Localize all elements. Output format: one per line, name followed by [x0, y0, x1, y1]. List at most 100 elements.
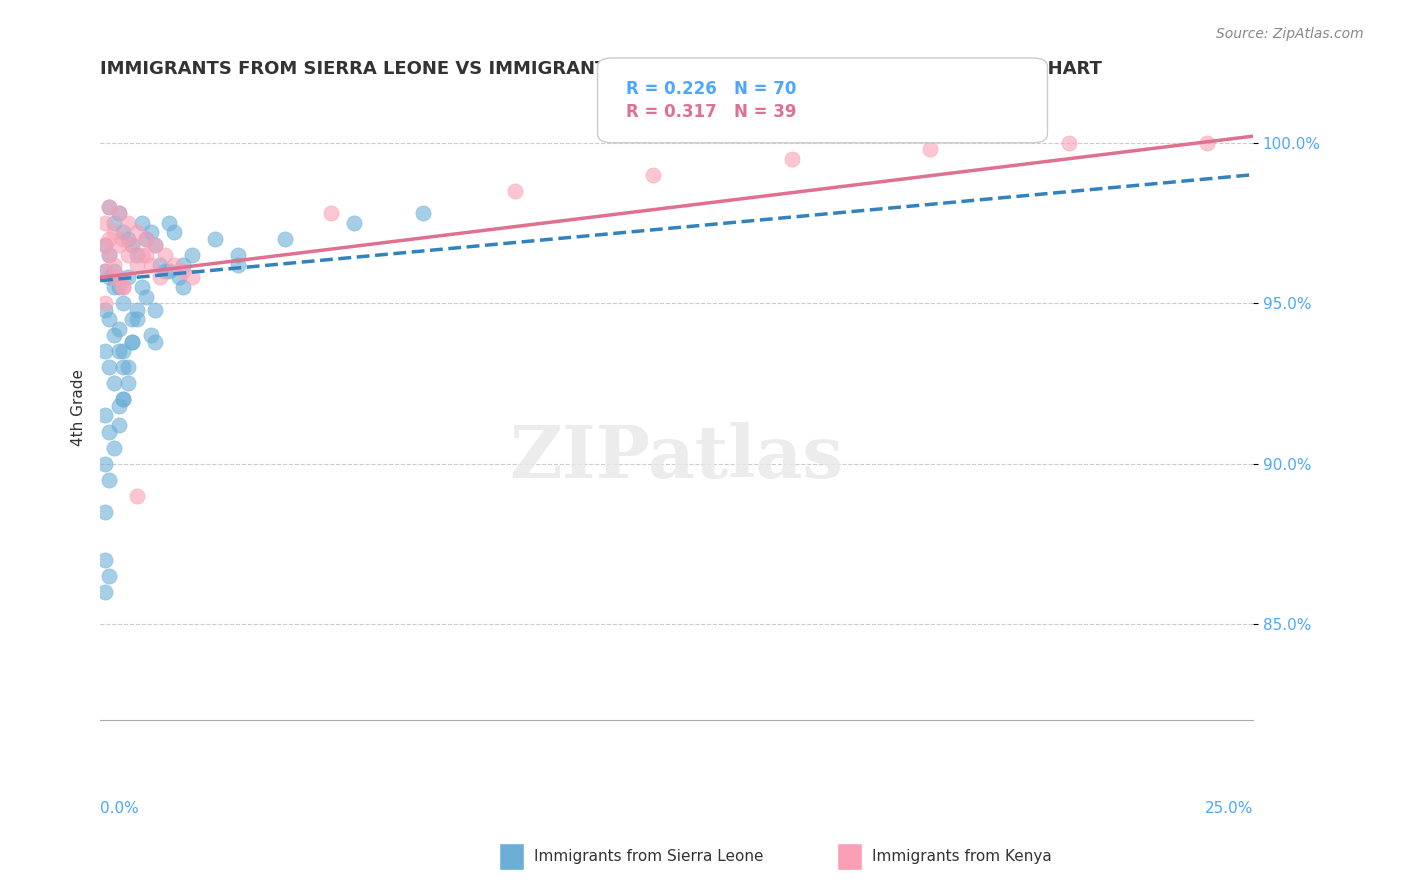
Text: R = 0.317   N = 39: R = 0.317 N = 39: [626, 103, 796, 120]
Point: [112, 296, 135, 310]
Point: [135, 232, 157, 246]
Point: [107, 322, 129, 336]
Point: [93, 553, 115, 567]
Point: [139, 328, 162, 343]
Point: [107, 418, 129, 433]
Point: [93, 585, 115, 599]
Point: [103, 441, 125, 455]
Point: [98, 200, 121, 214]
Point: [103, 264, 125, 278]
Point: [145, 238, 167, 252]
Point: [157, 264, 180, 278]
Point: [153, 248, 176, 262]
Point: [112, 280, 135, 294]
Point: [163, 258, 186, 272]
Point: [112, 280, 135, 294]
Point: [107, 206, 129, 220]
Point: [98, 270, 121, 285]
Point: [121, 334, 143, 349]
Point: [103, 280, 125, 294]
Point: [319, 206, 342, 220]
Point: [98, 232, 121, 246]
Bar: [605, 61, 630, 87]
Point: [125, 258, 148, 272]
Point: [117, 216, 139, 230]
Point: [107, 270, 129, 285]
Point: [172, 264, 194, 278]
Point: [112, 232, 135, 246]
Point: [228, 258, 250, 272]
Bar: [499, 843, 524, 870]
Text: 0.0%: 0.0%: [100, 801, 139, 815]
Text: Immigrants from Kenya: Immigrants from Kenya: [872, 849, 1052, 863]
Point: [172, 280, 194, 294]
Point: [103, 216, 125, 230]
Point: [112, 392, 135, 407]
Y-axis label: 4th Grade: 4th Grade: [72, 369, 86, 446]
Point: [117, 232, 139, 246]
Point: [93, 238, 115, 252]
Point: [98, 248, 121, 262]
Point: [920, 142, 942, 156]
Point: [93, 296, 115, 310]
Point: [135, 248, 157, 262]
Point: [503, 184, 526, 198]
Point: [98, 312, 121, 326]
Point: [643, 168, 665, 182]
Point: [93, 216, 115, 230]
Point: [93, 264, 115, 278]
Text: R = 0.226   N = 70: R = 0.226 N = 70: [626, 80, 796, 98]
Point: [107, 238, 129, 252]
Point: [107, 399, 129, 413]
Point: [98, 200, 121, 214]
Point: [93, 505, 115, 519]
Point: [112, 392, 135, 407]
Point: [107, 344, 129, 359]
Point: [117, 270, 139, 285]
Point: [125, 248, 148, 262]
Point: [117, 248, 139, 262]
Point: [131, 248, 153, 262]
Text: IMMIGRANTS FROM SIERRA LEONE VS IMMIGRANTS FROM KENYA 4TH GRADE CORRELATION CHAR: IMMIGRANTS FROM SIERRA LEONE VS IMMIGRAN…: [100, 60, 1102, 78]
Point: [98, 425, 121, 439]
Point: [112, 344, 135, 359]
Point: [121, 334, 143, 349]
Point: [93, 344, 115, 359]
Point: [273, 232, 295, 246]
Point: [103, 270, 125, 285]
Point: [149, 258, 172, 272]
Point: [121, 238, 143, 252]
Point: [93, 238, 115, 252]
Text: 25.0%: 25.0%: [1205, 801, 1253, 815]
Point: [103, 376, 125, 391]
Point: [98, 360, 121, 375]
Point: [112, 226, 135, 240]
Point: [1057, 136, 1080, 150]
Point: [131, 216, 153, 230]
Point: [153, 264, 176, 278]
Point: [103, 258, 125, 272]
Point: [149, 270, 172, 285]
Point: [145, 238, 167, 252]
Point: [112, 360, 135, 375]
Point: [125, 226, 148, 240]
Point: [107, 280, 129, 294]
Point: [98, 569, 121, 583]
Point: [167, 270, 190, 285]
Point: [103, 328, 125, 343]
Point: [93, 264, 115, 278]
Point: [157, 216, 180, 230]
Point: [121, 312, 143, 326]
Point: [1195, 136, 1218, 150]
Point: [412, 206, 434, 220]
Point: [98, 248, 121, 262]
Point: [103, 226, 125, 240]
Point: [145, 334, 167, 349]
Point: [135, 232, 157, 246]
Point: [139, 226, 162, 240]
Point: [107, 206, 129, 220]
Point: [117, 376, 139, 391]
Point: [343, 216, 366, 230]
Text: Source: ZipAtlas.com: Source: ZipAtlas.com: [1216, 27, 1364, 41]
Point: [93, 457, 115, 471]
